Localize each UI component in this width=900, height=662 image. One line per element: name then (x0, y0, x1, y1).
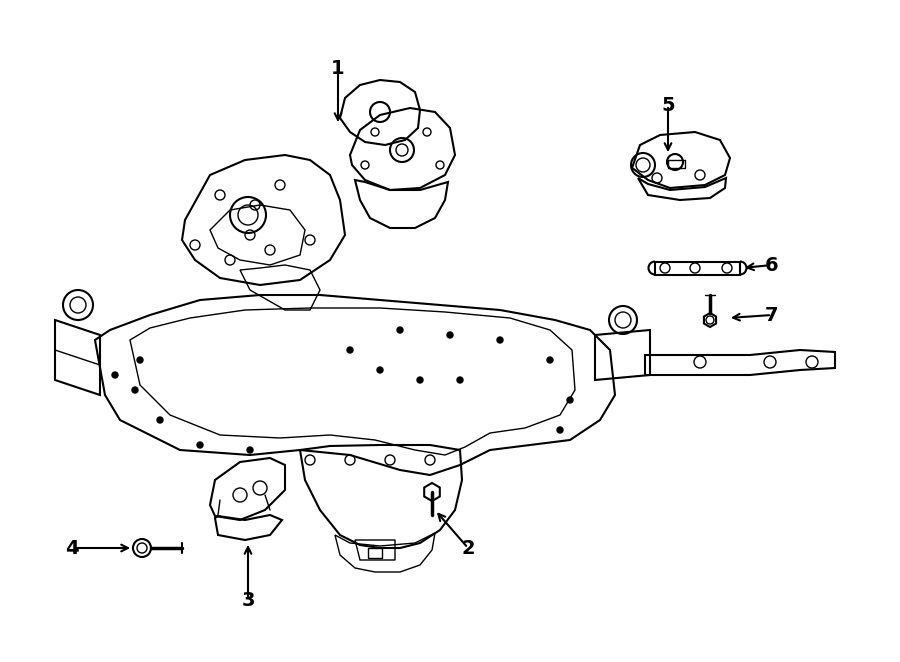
Circle shape (377, 367, 383, 373)
Circle shape (132, 387, 138, 393)
Circle shape (457, 377, 463, 383)
Text: 2: 2 (461, 538, 475, 557)
Text: 3: 3 (241, 591, 255, 610)
Text: 4: 4 (65, 538, 79, 557)
Circle shape (197, 442, 203, 448)
Text: 5: 5 (662, 95, 675, 115)
Circle shape (557, 427, 563, 433)
Circle shape (397, 327, 403, 333)
Circle shape (247, 447, 253, 453)
Text: 1: 1 (331, 58, 345, 77)
Circle shape (157, 417, 163, 423)
Circle shape (567, 397, 573, 403)
Text: 6: 6 (765, 256, 778, 275)
Circle shape (547, 357, 553, 363)
Circle shape (497, 337, 503, 343)
Text: 7: 7 (765, 305, 778, 324)
Circle shape (347, 347, 353, 353)
Circle shape (417, 377, 423, 383)
Circle shape (112, 372, 118, 378)
Circle shape (447, 332, 453, 338)
Circle shape (137, 357, 143, 363)
